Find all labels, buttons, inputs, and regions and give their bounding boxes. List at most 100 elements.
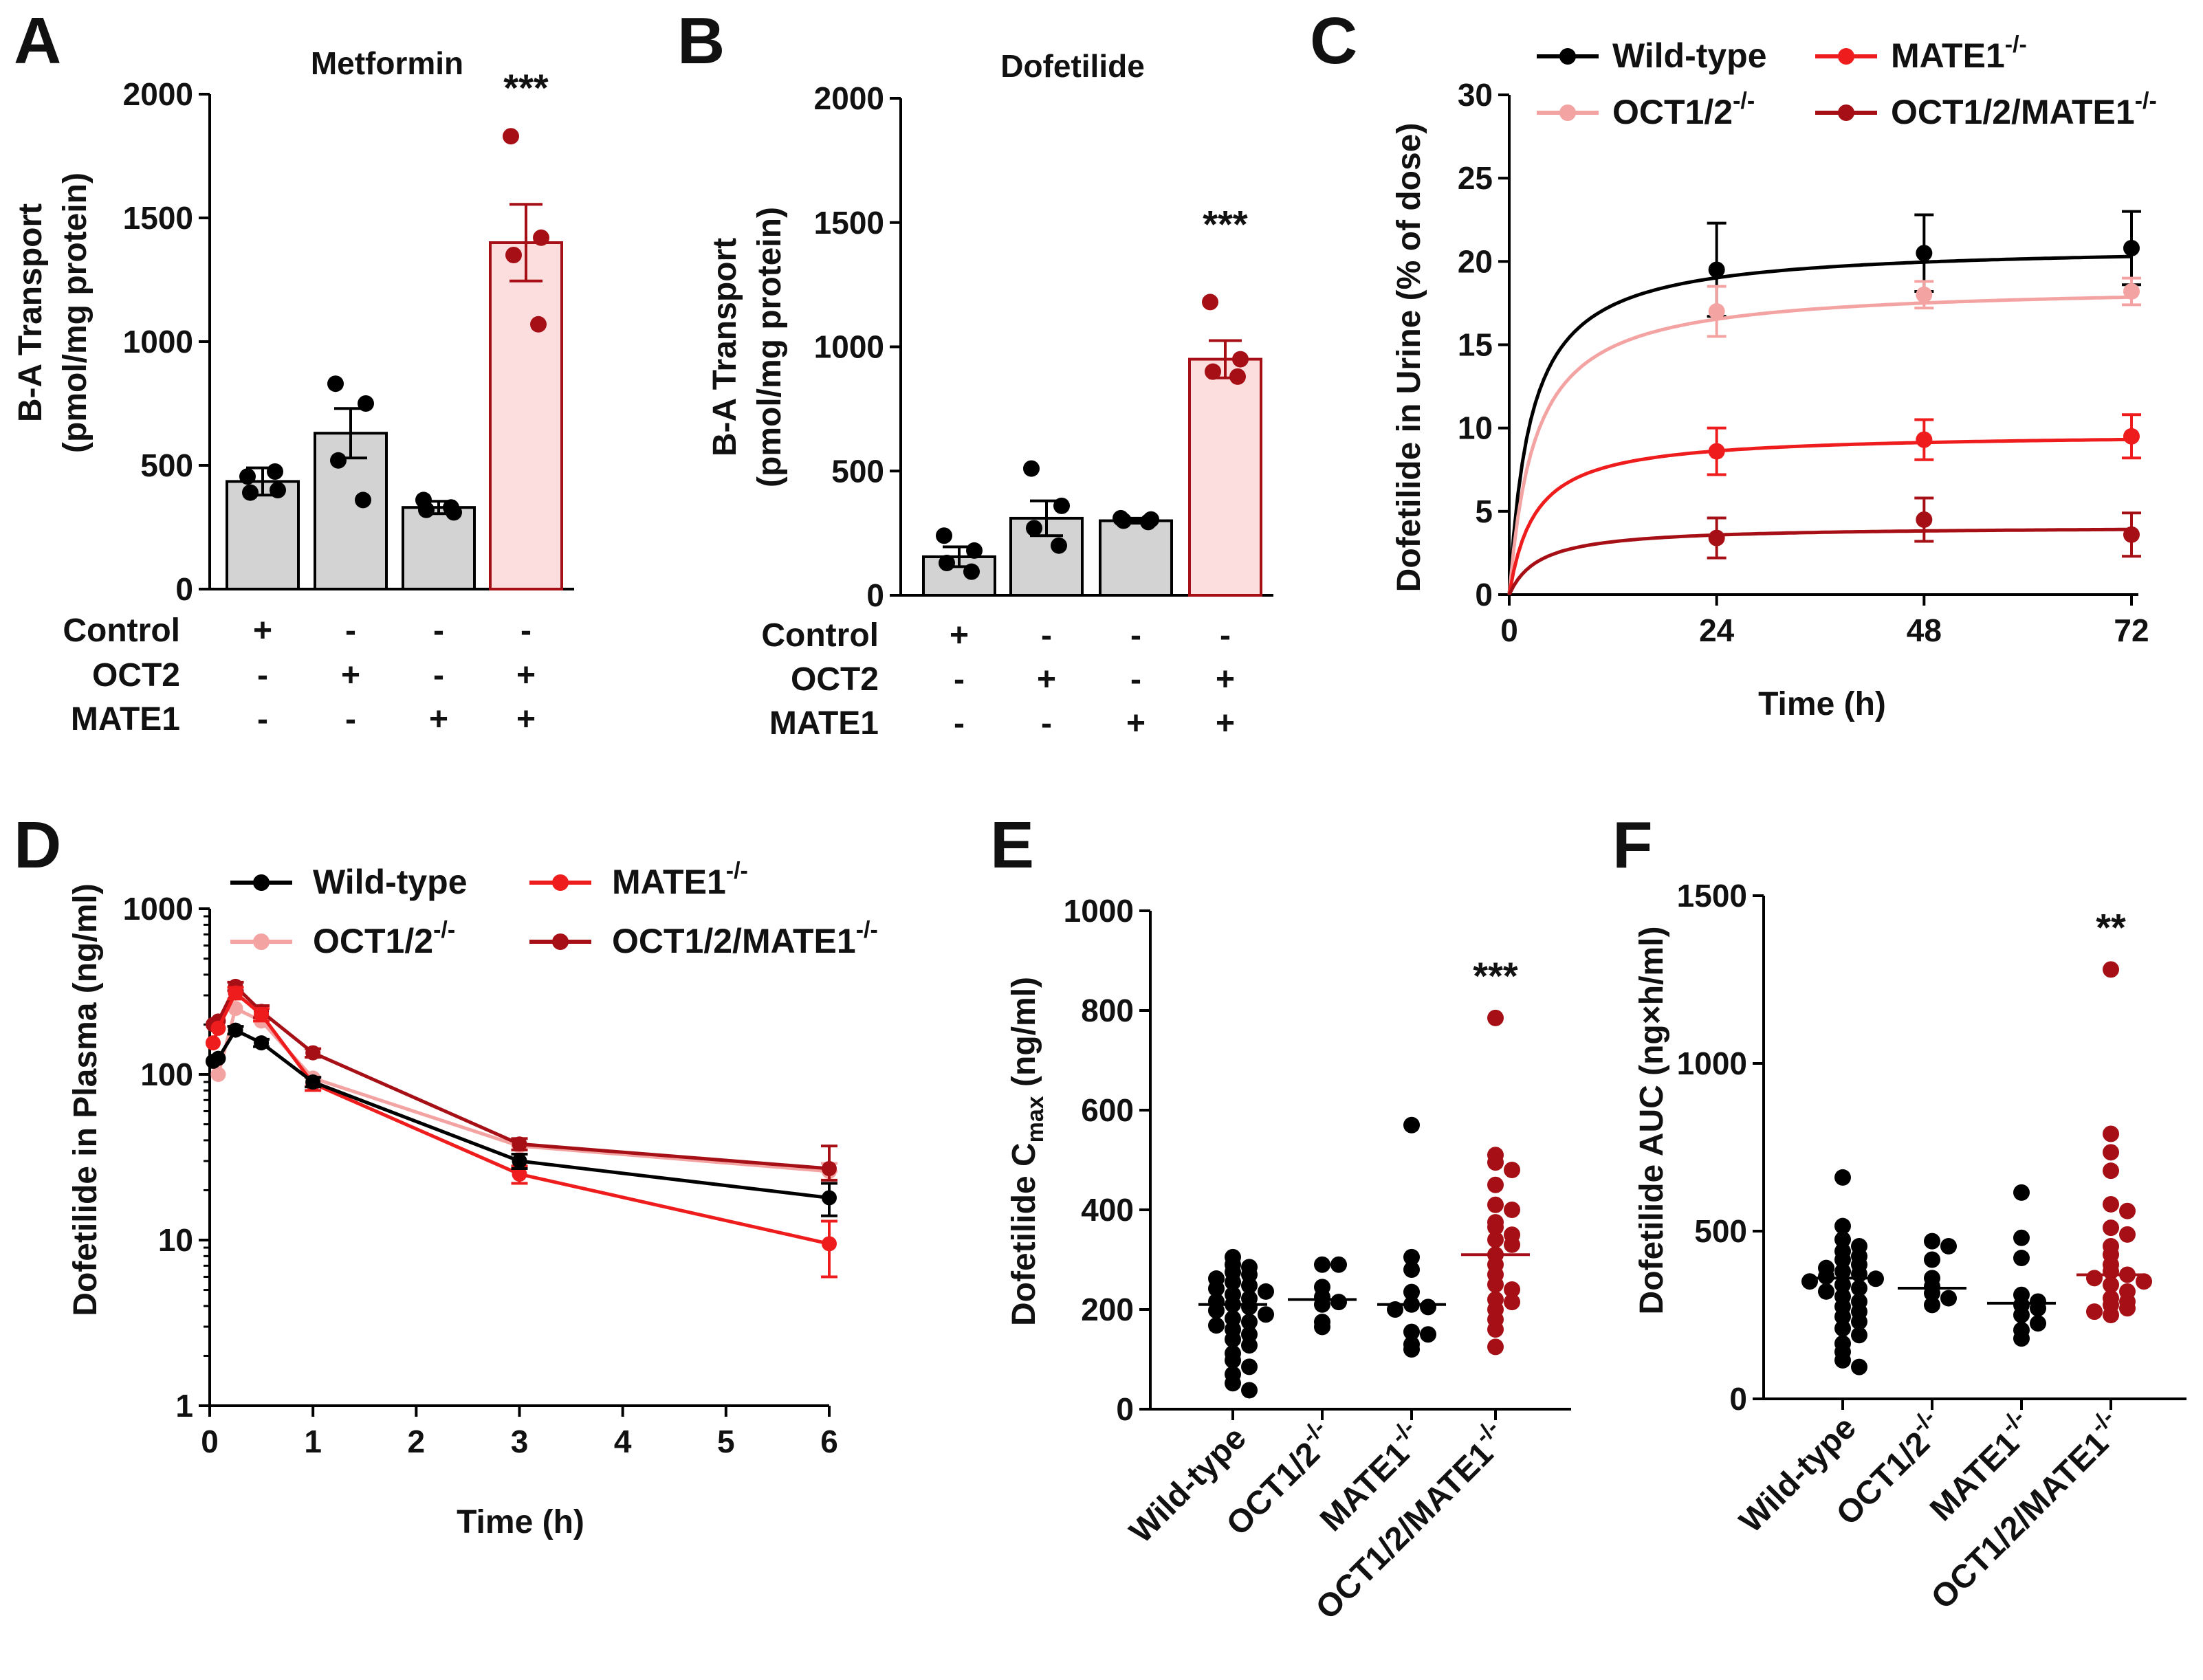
data-point <box>530 316 547 333</box>
data-point <box>1403 1323 1420 1340</box>
panel-c-y-tick-label: 30 <box>1458 77 1493 113</box>
legend-label-base: OCT1/2 <box>1612 93 1733 131</box>
x-tick-label: 48 <box>1907 612 1942 648</box>
condition-sign: - <box>1220 617 1231 654</box>
panel-b-y-tick-label: 0 <box>866 577 884 613</box>
significance-label: *** <box>1473 954 1518 997</box>
data-point <box>1241 1358 1258 1375</box>
condition-sign: - <box>1041 705 1052 742</box>
panel-e-y-tick-label: 0 <box>1116 1391 1134 1427</box>
data-point <box>330 452 347 469</box>
data-point <box>2103 1219 2119 1237</box>
data-point <box>1115 512 1132 529</box>
legend-label: MATE1-/- <box>1891 32 2027 75</box>
panel-c-y-tick-label: 20 <box>1458 243 1493 279</box>
condition-row-label: OCT2 <box>92 657 180 694</box>
condition-sign: + <box>1216 705 1235 742</box>
data-point <box>1834 1308 1851 1325</box>
data-point <box>512 1153 527 1169</box>
panel-d-y-tick-label: 10 <box>158 1222 193 1258</box>
series-line <box>211 990 830 1246</box>
data-point <box>1051 537 1067 554</box>
panel-b-letter: B <box>677 4 725 78</box>
data-point <box>2013 1330 2030 1347</box>
data-point <box>1834 1251 1851 1268</box>
data-point <box>1403 1261 1420 1278</box>
data-point <box>2123 283 2140 300</box>
condition-sign: - <box>520 612 531 649</box>
data-point <box>1225 1331 1241 1348</box>
data-point <box>1241 1337 1258 1354</box>
panel-b-title: Dofetilide <box>1000 48 1145 84</box>
data-point <box>2119 1226 2136 1243</box>
data-point <box>1487 1321 1504 1338</box>
panel-d-y-tick-label: 1000 <box>123 891 193 927</box>
data-point <box>1916 286 1933 303</box>
data-point <box>936 527 952 544</box>
data-point <box>1504 1202 1520 1218</box>
panel-d-y-tick-label: 1 <box>175 1388 193 1424</box>
panel-c-y-tick-label: 25 <box>1458 160 1493 196</box>
panel-f-y-tick-label: 1000 <box>1677 1046 1747 1081</box>
condition-row-label: MATE1 <box>769 705 879 742</box>
panel-b-ylabel-line1: B-A Transport <box>707 238 743 456</box>
panel-c-y-tick-label: 10 <box>1458 410 1493 446</box>
condition-sign: + <box>1126 705 1146 742</box>
data-point <box>1229 368 1246 385</box>
panel-e-ylabel-base: Dofetilide C <box>1006 1142 1042 1326</box>
legend-marker <box>253 933 270 950</box>
panel-e-y-tick-label: 800 <box>1081 993 1134 1028</box>
panel-b-y-tick-label: 500 <box>831 453 884 489</box>
data-point <box>1241 1314 1258 1331</box>
data-point <box>1708 529 1725 546</box>
legend-label: Wild-type <box>313 863 468 901</box>
panel-c-y-tick-label: 15 <box>1458 327 1493 363</box>
data-point <box>2123 526 2140 543</box>
data-point <box>205 1035 221 1051</box>
panel-b-ylabel-line2: (pmol/mg protein) <box>752 207 788 487</box>
legend-label-sup: -/- <box>2135 88 2157 114</box>
data-point <box>2103 1125 2119 1142</box>
data-point <box>443 499 459 516</box>
data-point <box>270 482 286 498</box>
data-point <box>2103 961 2119 978</box>
data-point <box>2103 1162 2119 1180</box>
panel-f-y-tick-label: 1500 <box>1677 878 1747 914</box>
condition-sign: + <box>1216 661 1235 698</box>
panel-a-y-tick-label: 1000 <box>123 324 193 360</box>
data-point <box>1708 443 1725 460</box>
data-point <box>2013 1307 2030 1323</box>
data-point <box>1208 1280 1225 1297</box>
data-point <box>1924 1233 1940 1250</box>
data-point <box>822 1161 837 1177</box>
data-point <box>1258 1283 1274 1300</box>
panel-a-y-tick-label: 2000 <box>123 76 193 112</box>
fit-curve <box>1507 254 2132 595</box>
panel-a-ylabel-line1: B-A Transport <box>12 203 49 422</box>
panel-c-y-tick-label: 0 <box>1475 577 1493 612</box>
panel-a-metformin-chart: A Metformin B-A Transport (pmol/mg prote… <box>12 4 574 738</box>
panel-b-dofetilide-chart: B Dofetilide B-A Transport (pmol/mg prot… <box>677 4 1273 742</box>
condition-sign: + <box>253 612 272 649</box>
legend-label-sup: -/- <box>856 917 878 943</box>
panel-d-xlabel: Time (h) <box>457 1504 584 1540</box>
condition-row-label: MATE1 <box>71 701 180 738</box>
legend-label-base: MATE1 <box>612 863 726 901</box>
data-point <box>1916 431 1933 448</box>
bar <box>226 480 300 591</box>
data-point <box>1487 1219 1504 1236</box>
legend-label-sup: -/- <box>1733 88 1755 114</box>
data-point <box>1801 1273 1818 1290</box>
data-point <box>503 128 519 145</box>
data-point <box>1314 1318 1330 1336</box>
panel-e-letter: E <box>990 808 1034 882</box>
data-point <box>1916 245 1933 262</box>
data-point <box>210 1067 226 1082</box>
condition-sign: - <box>1041 617 1052 654</box>
data-point <box>228 985 243 1001</box>
data-point <box>254 1006 270 1022</box>
data-point <box>1504 1281 1520 1298</box>
data-point <box>2123 428 2140 445</box>
panel-c-xlabel: Time (h) <box>1758 686 1886 722</box>
